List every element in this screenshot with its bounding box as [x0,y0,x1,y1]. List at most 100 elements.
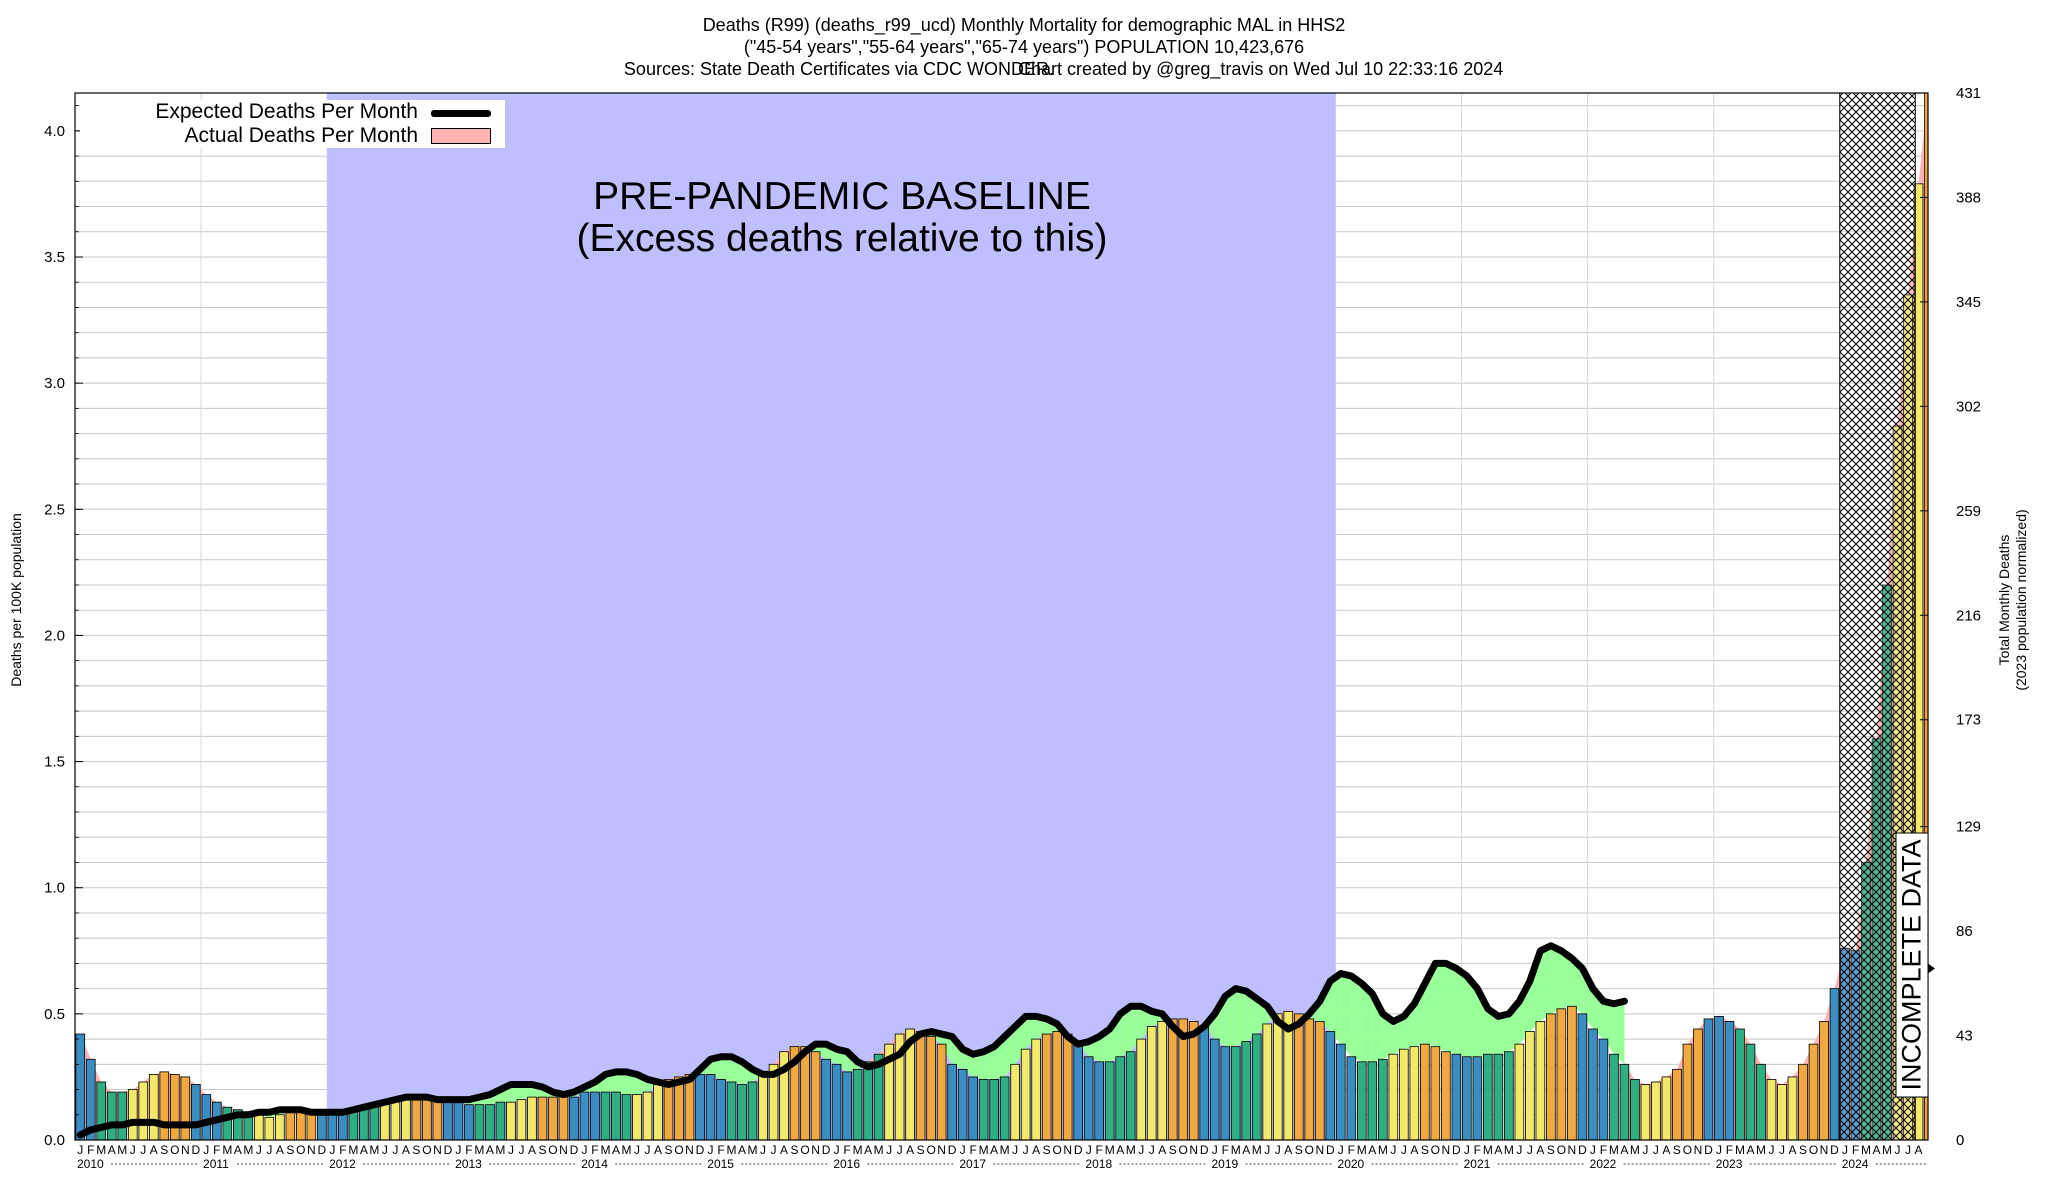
excess-band [1540,945,1551,1022]
bar [1041,1033,1052,1140]
x-month-label: S [538,1143,546,1157]
bar [884,1043,894,1140]
bar [1241,1041,1252,1140]
bar [327,1111,338,1140]
x-month-label: O [1305,1143,1314,1157]
bar [1388,1053,1399,1140]
bar [726,1081,737,1140]
x-year-label: 2022 [1590,1157,1617,1171]
x-month-label: D [570,1143,579,1157]
x-month-label: J [1842,1143,1848,1157]
x-month-label: J [708,1143,714,1157]
bar [758,1074,768,1140]
x-month-label: S [286,1143,294,1157]
bar [1588,1028,1598,1140]
bar [264,1116,275,1140]
x-month-label: O [1683,1143,1692,1157]
x-month-label: J [1895,1143,1901,1157]
x-month-label: A [1915,1143,1923,1157]
x-month-label: J [266,1143,272,1157]
x-month-label: J [1516,1143,1522,1157]
bar [401,1099,411,1140]
excess-band [1330,973,1341,1045]
bar [684,1074,695,1140]
x-month-label: A [1746,1143,1754,1157]
x-month-label: J [1275,1143,1281,1157]
excess-band [983,1046,995,1080]
x-year-label: 2015 [707,1157,734,1171]
bar [1188,1021,1199,1140]
chart-subtitle: ("45-54 years","55-64 years","65-74 year… [743,37,1305,57]
x-month-label: N [1568,1143,1577,1157]
bar [1640,1084,1651,1140]
y-axis-label: Deaths per 100K population [8,513,24,687]
bar [705,1074,716,1140]
baseline-annotation-line1: PRE-PANDEMIC BASELINE [593,175,1091,218]
bar [611,1091,621,1140]
y-tick-label: 3.0 [44,375,65,392]
bar [579,1091,590,1140]
legend: Expected Deaths Per Month Actual Deaths … [80,100,505,148]
bar [1356,1061,1367,1140]
x-month-label: J [760,1143,766,1157]
expected-line [76,942,1628,1139]
excess-band [1529,950,1541,1032]
bar [527,1096,537,1140]
bar [1808,1043,1819,1140]
x-month-label: J [1138,1143,1144,1157]
x-month-label: N [1442,1143,1451,1157]
bar [1104,1061,1115,1140]
bar [548,1096,558,1140]
x-month-label: N [1063,1143,1072,1157]
x-month-label: M [117,1143,127,1157]
x-month-label: J [455,1143,461,1157]
bar [1672,1068,1682,1140]
x-month-label: S [1043,1143,1051,1157]
baseline-annotation: PRE-PANDEMIC BASELINE (Excess deaths rel… [542,176,1142,260]
x-month-label: J [130,1143,136,1157]
plot-frame [74,92,1929,1141]
y2-axis-label: Total Monthly Deaths (2023 population no… [1996,509,2030,690]
x-month-label: M [348,1143,358,1157]
bar [989,1079,999,1140]
x-month-label: N [559,1143,568,1157]
x-month-label: A [1284,1143,1292,1157]
excess-band [1246,991,1257,1042]
x-month-label: D [1200,1143,1209,1157]
bar [1693,1028,1703,1140]
x-month-label: F [339,1143,346,1157]
bar [674,1076,684,1140]
bar [1146,1026,1157,1140]
x-month-label: N [1189,1143,1198,1157]
y-tick-label: 1.0 [44,880,65,897]
bar [432,1099,443,1140]
x-month-label: J [203,1143,209,1157]
excess-band [1351,976,1362,1062]
bar [285,1111,296,1140]
x-month-label: O [170,1143,179,1157]
bar [495,1101,506,1140]
bar [506,1101,516,1140]
excess-band [1487,1008,1499,1055]
bar [947,1063,957,1140]
x-month-label: M [1231,1143,1241,1157]
bar [1367,1061,1378,1140]
bar [1598,1038,1609,1140]
y2-tick-label: 388 [1956,189,1981,206]
bar [306,1111,317,1140]
x-month-label: J [960,1143,966,1157]
x-month-label: J [886,1143,892,1157]
bar [485,1104,495,1140]
bar [1399,1048,1409,1140]
bar [905,1028,915,1140]
y2-axis-label-line1: Total Monthly Deaths [1996,534,2012,666]
bar [464,1104,474,1140]
x-month-label: M [1504,1143,1514,1157]
bar [348,1109,359,1140]
x-year-label: 2018 [1085,1157,1112,1171]
x-month-label: O [1809,1143,1818,1157]
x-month-label: M [1000,1143,1010,1157]
x-month-label: M [369,1143,379,1157]
x-month-label: A [1410,1143,1418,1157]
bar [453,1101,464,1140]
